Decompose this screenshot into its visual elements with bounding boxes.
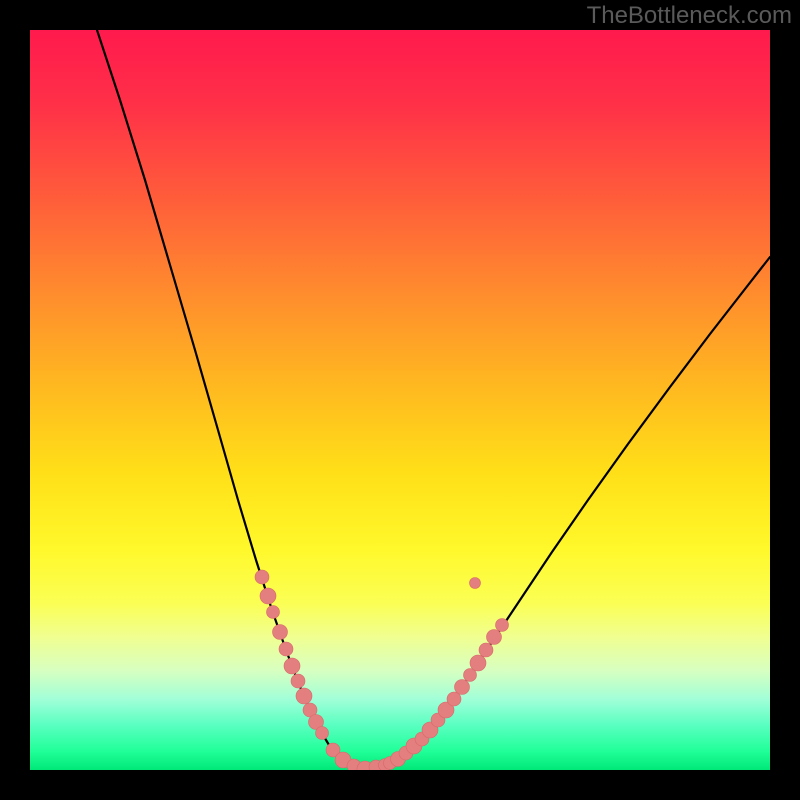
- marker-left-5: [284, 658, 300, 674]
- watermark-text: TheBottleneck.com: [587, 2, 792, 30]
- marker-left-6: [291, 674, 305, 688]
- marker-left-10: [316, 727, 329, 740]
- marker-right-15: [470, 578, 481, 589]
- marker-right-13: [487, 630, 502, 645]
- marker-right-12: [479, 643, 493, 657]
- gradient-background: [30, 30, 770, 770]
- marker-left-0: [255, 570, 269, 584]
- chart-svg: [30, 30, 770, 770]
- marker-left-1: [260, 588, 276, 604]
- marker-left-4: [279, 642, 293, 656]
- chart-frame: TheBottleneck.com: [0, 0, 800, 800]
- marker-right-11: [470, 655, 486, 671]
- marker-right-9: [455, 680, 470, 695]
- plot-area: [30, 30, 770, 770]
- marker-left-7: [296, 688, 312, 704]
- marker-right-14: [496, 619, 509, 632]
- marker-left-3: [273, 625, 288, 640]
- marker-left-2: [267, 606, 280, 619]
